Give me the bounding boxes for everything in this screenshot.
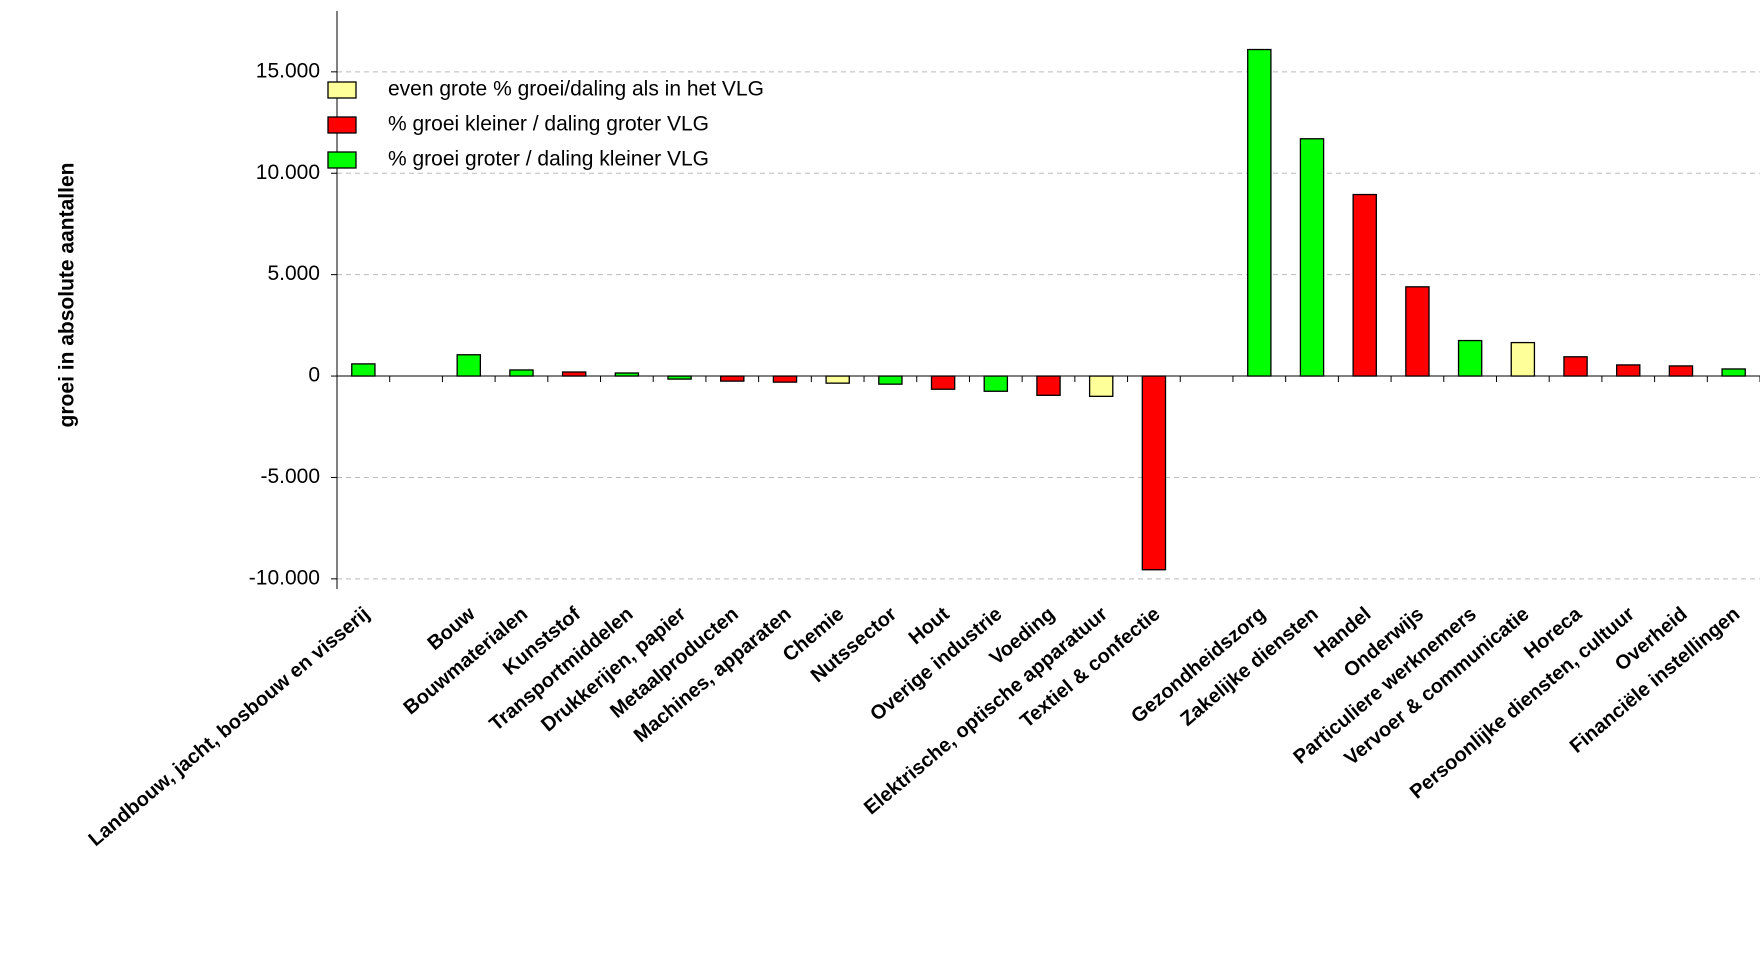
y-tick-label: 0 [308,364,320,387]
y-tick-label: -5.000 [260,465,320,488]
y-tick-label: 10.000 [256,161,320,184]
x-tick-label: Landbouw, jacht, bosbouw en visserij [85,603,374,851]
bar [772,375,798,383]
bar [667,375,692,380]
bar [878,375,903,385]
bar [1088,375,1114,397]
bar [1615,364,1641,377]
bar [351,363,376,377]
bar [825,375,850,384]
bar [1721,368,1746,377]
bar [1299,138,1325,377]
bar [1352,193,1377,377]
y-axis-label: groei in absolute aantallen [56,163,79,428]
bar [1510,341,1536,377]
legend-swatch [327,151,357,169]
bar [1405,286,1430,377]
bar [509,369,534,377]
y-tick-label: 5.000 [267,262,320,285]
bar [456,354,482,377]
bar [983,375,1009,392]
bar [561,371,587,377]
bar [614,372,640,377]
bar [1036,375,1061,396]
bar [1457,339,1483,377]
legend-swatch [327,81,357,99]
bar [930,375,956,390]
bar [1141,375,1167,571]
legend-swatch [327,116,357,134]
bar [1668,365,1694,377]
legend-label: % groei kleiner / daling groter VLG [388,113,709,136]
y-tick-label: 15.000 [256,59,320,82]
legend-label: % groei groter / daling kleiner VLG [388,148,709,171]
legend-label: even grote % groei/daling als in het VLG [388,78,764,101]
y-tick-label: -10.000 [249,566,320,589]
bar [1563,356,1588,377]
bar [720,375,745,382]
bar [1247,48,1272,377]
